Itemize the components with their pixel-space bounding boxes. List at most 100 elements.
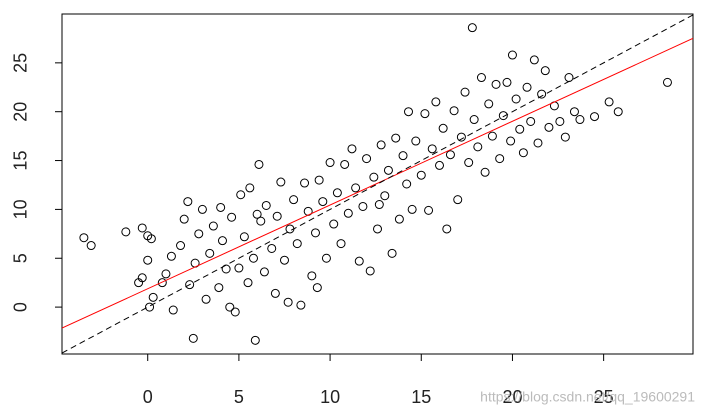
point — [560, 132, 570, 142]
point — [176, 241, 186, 251]
point — [506, 136, 516, 146]
point — [148, 292, 158, 302]
point — [217, 236, 227, 246]
x-tick-label: 20 — [502, 387, 522, 407]
point — [243, 278, 253, 288]
x-tick-label: 5 — [234, 387, 244, 407]
point — [256, 216, 266, 226]
point — [507, 50, 517, 60]
point — [214, 283, 224, 293]
point — [449, 106, 459, 116]
point — [343, 208, 353, 218]
point — [239, 232, 249, 242]
point — [321, 253, 331, 263]
point — [502, 77, 512, 87]
point — [416, 170, 426, 180]
point — [143, 255, 153, 265]
point — [404, 107, 414, 117]
point — [300, 178, 310, 188]
point — [604, 97, 614, 107]
point — [270, 288, 280, 298]
point — [292, 239, 302, 249]
point — [467, 23, 477, 33]
point — [522, 82, 532, 92]
point — [533, 138, 543, 148]
point — [442, 224, 452, 234]
point — [310, 228, 320, 238]
point — [518, 148, 528, 158]
point — [254, 159, 264, 169]
point — [236, 190, 246, 200]
point — [283, 297, 293, 307]
point — [161, 269, 171, 279]
point — [613, 107, 623, 117]
point — [86, 241, 96, 251]
point — [469, 115, 479, 125]
point — [351, 183, 361, 193]
point — [391, 133, 401, 143]
point — [424, 205, 434, 215]
point — [460, 87, 470, 97]
point — [318, 197, 328, 207]
point — [250, 335, 260, 345]
point — [183, 197, 193, 207]
point — [387, 248, 397, 258]
point — [365, 266, 375, 276]
point — [464, 158, 474, 168]
point — [245, 183, 255, 193]
point — [225, 302, 235, 312]
point — [221, 264, 231, 274]
point — [329, 219, 339, 229]
point — [248, 253, 258, 263]
point — [373, 224, 382, 234]
point — [79, 233, 89, 243]
point — [564, 73, 574, 83]
plot-frame — [61, 13, 694, 355]
x-tick-label: 10 — [320, 387, 340, 407]
point — [394, 214, 404, 224]
point — [362, 154, 372, 164]
point — [515, 124, 525, 134]
point — [325, 158, 335, 168]
point — [526, 116, 536, 126]
point — [279, 255, 289, 265]
point — [194, 229, 204, 239]
point — [411, 136, 421, 146]
point — [495, 154, 505, 164]
point — [369, 172, 379, 182]
point — [137, 223, 147, 233]
reference-line — [62, 14, 693, 354]
point — [201, 294, 211, 304]
point — [590, 112, 600, 122]
point — [272, 211, 282, 221]
x-tick-label: 25 — [594, 387, 614, 407]
point — [197, 204, 207, 214]
point — [227, 212, 237, 222]
point — [205, 248, 215, 258]
point — [230, 307, 240, 317]
point — [487, 131, 497, 141]
point — [296, 300, 306, 310]
point — [435, 160, 445, 170]
point — [476, 73, 486, 83]
point — [259, 267, 269, 277]
point — [307, 271, 317, 281]
point — [575, 115, 585, 125]
point — [529, 55, 539, 65]
point — [146, 234, 156, 244]
point — [427, 144, 437, 154]
point — [480, 167, 490, 177]
y-tick-label: 25 — [11, 53, 31, 73]
reference-line — [62, 37, 693, 329]
point — [380, 191, 390, 201]
point — [252, 209, 262, 219]
point — [537, 89, 547, 99]
point — [456, 132, 466, 142]
point — [340, 159, 350, 169]
point — [376, 140, 386, 150]
y-tick-label: 20 — [11, 102, 31, 122]
point — [473, 142, 483, 152]
point — [185, 280, 195, 290]
